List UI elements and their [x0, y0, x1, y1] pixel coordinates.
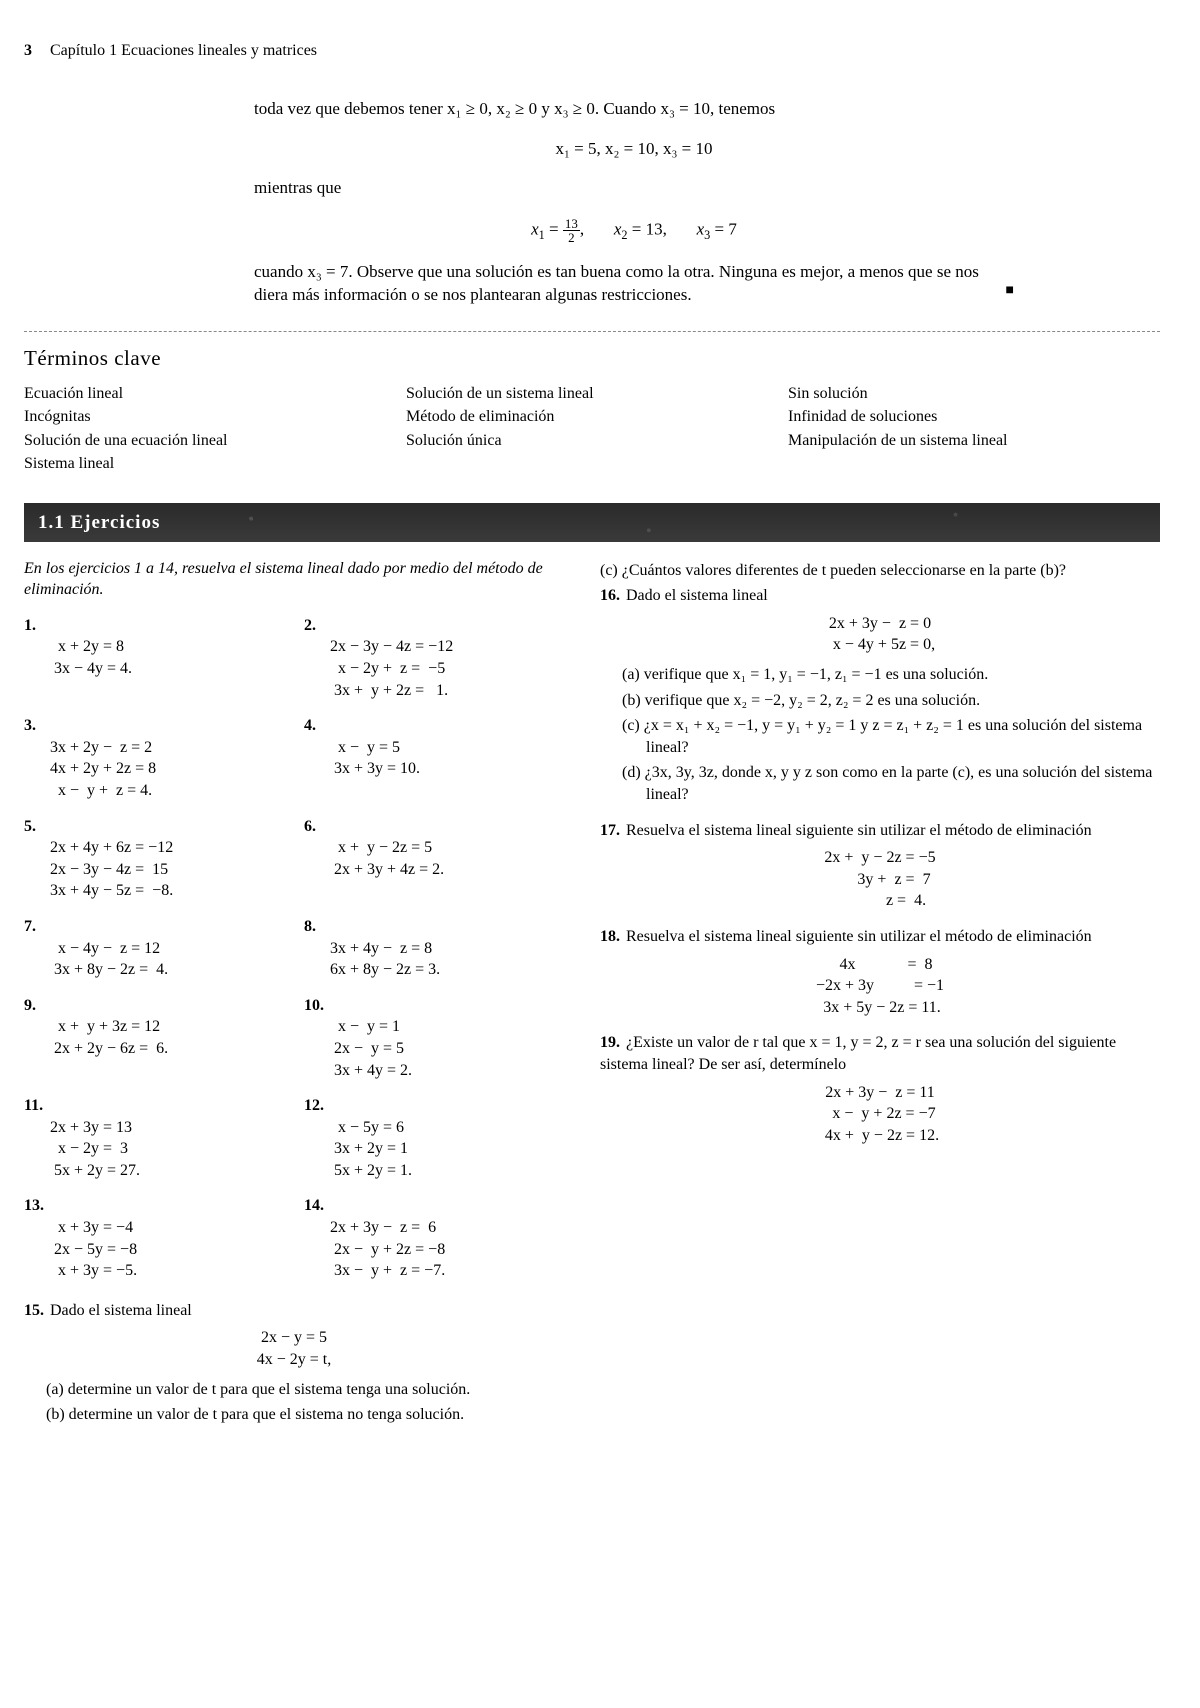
exercise-16-parts: (a) verifique que x₁ = 1, y₁ = −1, z₁ = …: [622, 664, 1160, 806]
term: Solución de un sistema lineal: [406, 383, 778, 405]
exercise-17: 17.Resuelva el sistema lineal siguiente …: [600, 820, 1160, 912]
intro-line-2: mientras que: [254, 177, 1014, 200]
exercise-11: 11.2x + 3y = 13 x − 2y = 3 5x + 2y = 27.: [24, 1095, 284, 1181]
chapter-title: Capítulo 1 Ecuaciones lineales y matrice…: [50, 42, 317, 59]
exercises-header: 1.1 Ejercicios: [24, 503, 1160, 542]
exercise-15c: (c) ¿Cuántos valores diferentes de t pue…: [600, 560, 1160, 582]
exercise-16: 16.Dado el sistema lineal 2x + 3y − z = …: [600, 585, 1160, 805]
exercise-7: 7. x − 4y − z = 12 3x + 8y − 2z = 4.: [24, 916, 284, 981]
exercise-5: 5.2x + 4y + 6z = −12 2x − 3y − 4z = 15 3…: [24, 816, 284, 902]
terms-col-2: Solución de un sistema lineal Método de …: [406, 381, 778, 477]
terms-col-1: Ecuación lineal Incógnitas Solución de u…: [24, 381, 396, 477]
exercise-6: 6. x + y − 2z = 5 2x + 3y + 4z = 2.: [304, 816, 564, 902]
exercise-9: 9. x + y + 3z = 12 2x + 2y − 6z = 6.: [24, 995, 284, 1081]
exercise-3: 3.3x + 2y − z = 2 4x + 2y + 2z = 8 x − y…: [24, 715, 284, 801]
exercise-17-system: 2x + y − 2z = −5 3y + z = 7 z = 4.: [600, 847, 1160, 912]
exercise-10: 10. x − y = 1 2x − y = 5 3x + 4y = 2.: [304, 995, 564, 1081]
intro-line-3: cuando x₃ = 7. Observe que una solución …: [254, 261, 1014, 307]
term: Manipulación de un sistema lineal: [788, 430, 1160, 452]
exercise-18-system: 4x = 8 −2x + 3y = −1 3x + 5y − 2z = 11.: [600, 954, 1160, 1019]
term: Incógnitas: [24, 406, 396, 428]
divider: [24, 331, 1160, 332]
exercise-1: 1. x + 2y = 8 3x − 4y = 4.: [24, 615, 284, 701]
exercise-16-lead: Dado el sistema lineal: [626, 587, 768, 604]
page: 3 Capítulo 1 Ecuaciones lineales y matri…: [0, 0, 1200, 1708]
exercise-grid: 1. x + 2y = 8 3x − 4y = 4. 2.2x − 3y − 4…: [24, 615, 564, 1282]
terms-title: Términos clave: [24, 344, 1160, 372]
term: Infinidad de soluciones: [788, 406, 1160, 428]
exercise-8: 8.3x + 4y − z = 8 6x + 8y − 2z = 3.: [304, 916, 564, 981]
exercise-13: 13. x + 3y = −4 2x − 5y = −8 x + 3y = −5…: [24, 1195, 284, 1281]
exercises-left-column: En los ejercicios 1 a 14, resuelva el si…: [24, 552, 564, 1440]
running-head: 3 Capítulo 1 Ecuaciones lineales y matri…: [24, 40, 1160, 62]
intro-eq-1: x₁ = 5, x₂ = 10, x₃ = 10: [254, 138, 1014, 161]
exercise-19-lead: ¿Existe un valor de r tal que x = 1, y =…: [600, 1034, 1116, 1073]
exercise-12: 12. x − 5y = 6 3x + 2y = 1 5x + 2y = 1.: [304, 1095, 564, 1181]
exercise-19-system: 2x + 3y − z = 11 x − y + 2z = −7 4x + y …: [600, 1082, 1160, 1147]
end-mark-icon: ■: [1006, 282, 1014, 301]
term: Sistema lineal: [24, 453, 396, 475]
exercise-2: 2.2x − 3y − 4z = −12 x − 2y + z = −5 3x …: [304, 615, 564, 701]
terms-col-3: Sin solución Infinidad de soluciones Man…: [788, 381, 1160, 477]
intro-eq-2: x1 = 132, x2 = 13, x3 = 7: [254, 217, 1014, 244]
exercise-17-lead: Resuelva el sistema lineal siguiente sin…: [626, 822, 1092, 839]
exercise-15: 15.Dado el sistema lineal 2x − y = 5 4x …: [24, 1300, 564, 1426]
term: Sin solución: [788, 383, 1160, 405]
exercise-4: 4. x − y = 5 3x + 3y = 10.: [304, 715, 564, 801]
exercises-body: En los ejercicios 1 a 14, resuelva el si…: [24, 552, 1160, 1440]
exercise-15-lead: Dado el sistema lineal: [50, 1302, 192, 1319]
exercise-18-lead: Resuelva el sistema lineal siguiente sin…: [626, 928, 1092, 945]
term: Solución única: [406, 430, 778, 452]
page-number: 3: [24, 42, 32, 59]
term: Método de eliminación: [406, 406, 778, 428]
exercises-instruction: En los ejercicios 1 a 14, resuelva el si…: [24, 558, 564, 601]
intro-line-1: toda vez que debemos tener x₁ ≥ 0, x₂ ≥ …: [254, 98, 1014, 121]
exercise-16-system: 2x + 3y − z = 0 x − 4y + 5z = 0,: [600, 613, 1160, 656]
term: Solución de una ecuación lineal: [24, 430, 396, 452]
exercise-14: 14.2x + 3y − z = 6 2x − y + 2z = −8 3x −…: [304, 1195, 564, 1281]
exercises-right-column: (c) ¿Cuántos valores diferentes de t pue…: [600, 552, 1160, 1440]
exercise-15-system: 2x − y = 5 4x − 2y = t,: [24, 1327, 564, 1370]
exercise-19: 19.¿Existe un valor de r tal que x = 1, …: [600, 1032, 1160, 1146]
exercise-15-parts: (a) determine un valor de t para que el …: [46, 1379, 564, 1426]
intro-block: toda vez que debemos tener x₁ ≥ 0, x₂ ≥ …: [254, 98, 1014, 308]
term: Ecuación lineal: [24, 383, 396, 405]
terms-columns: Ecuación lineal Incógnitas Solución de u…: [24, 381, 1160, 477]
exercise-18: 18.Resuelva el sistema lineal siguiente …: [600, 926, 1160, 1018]
